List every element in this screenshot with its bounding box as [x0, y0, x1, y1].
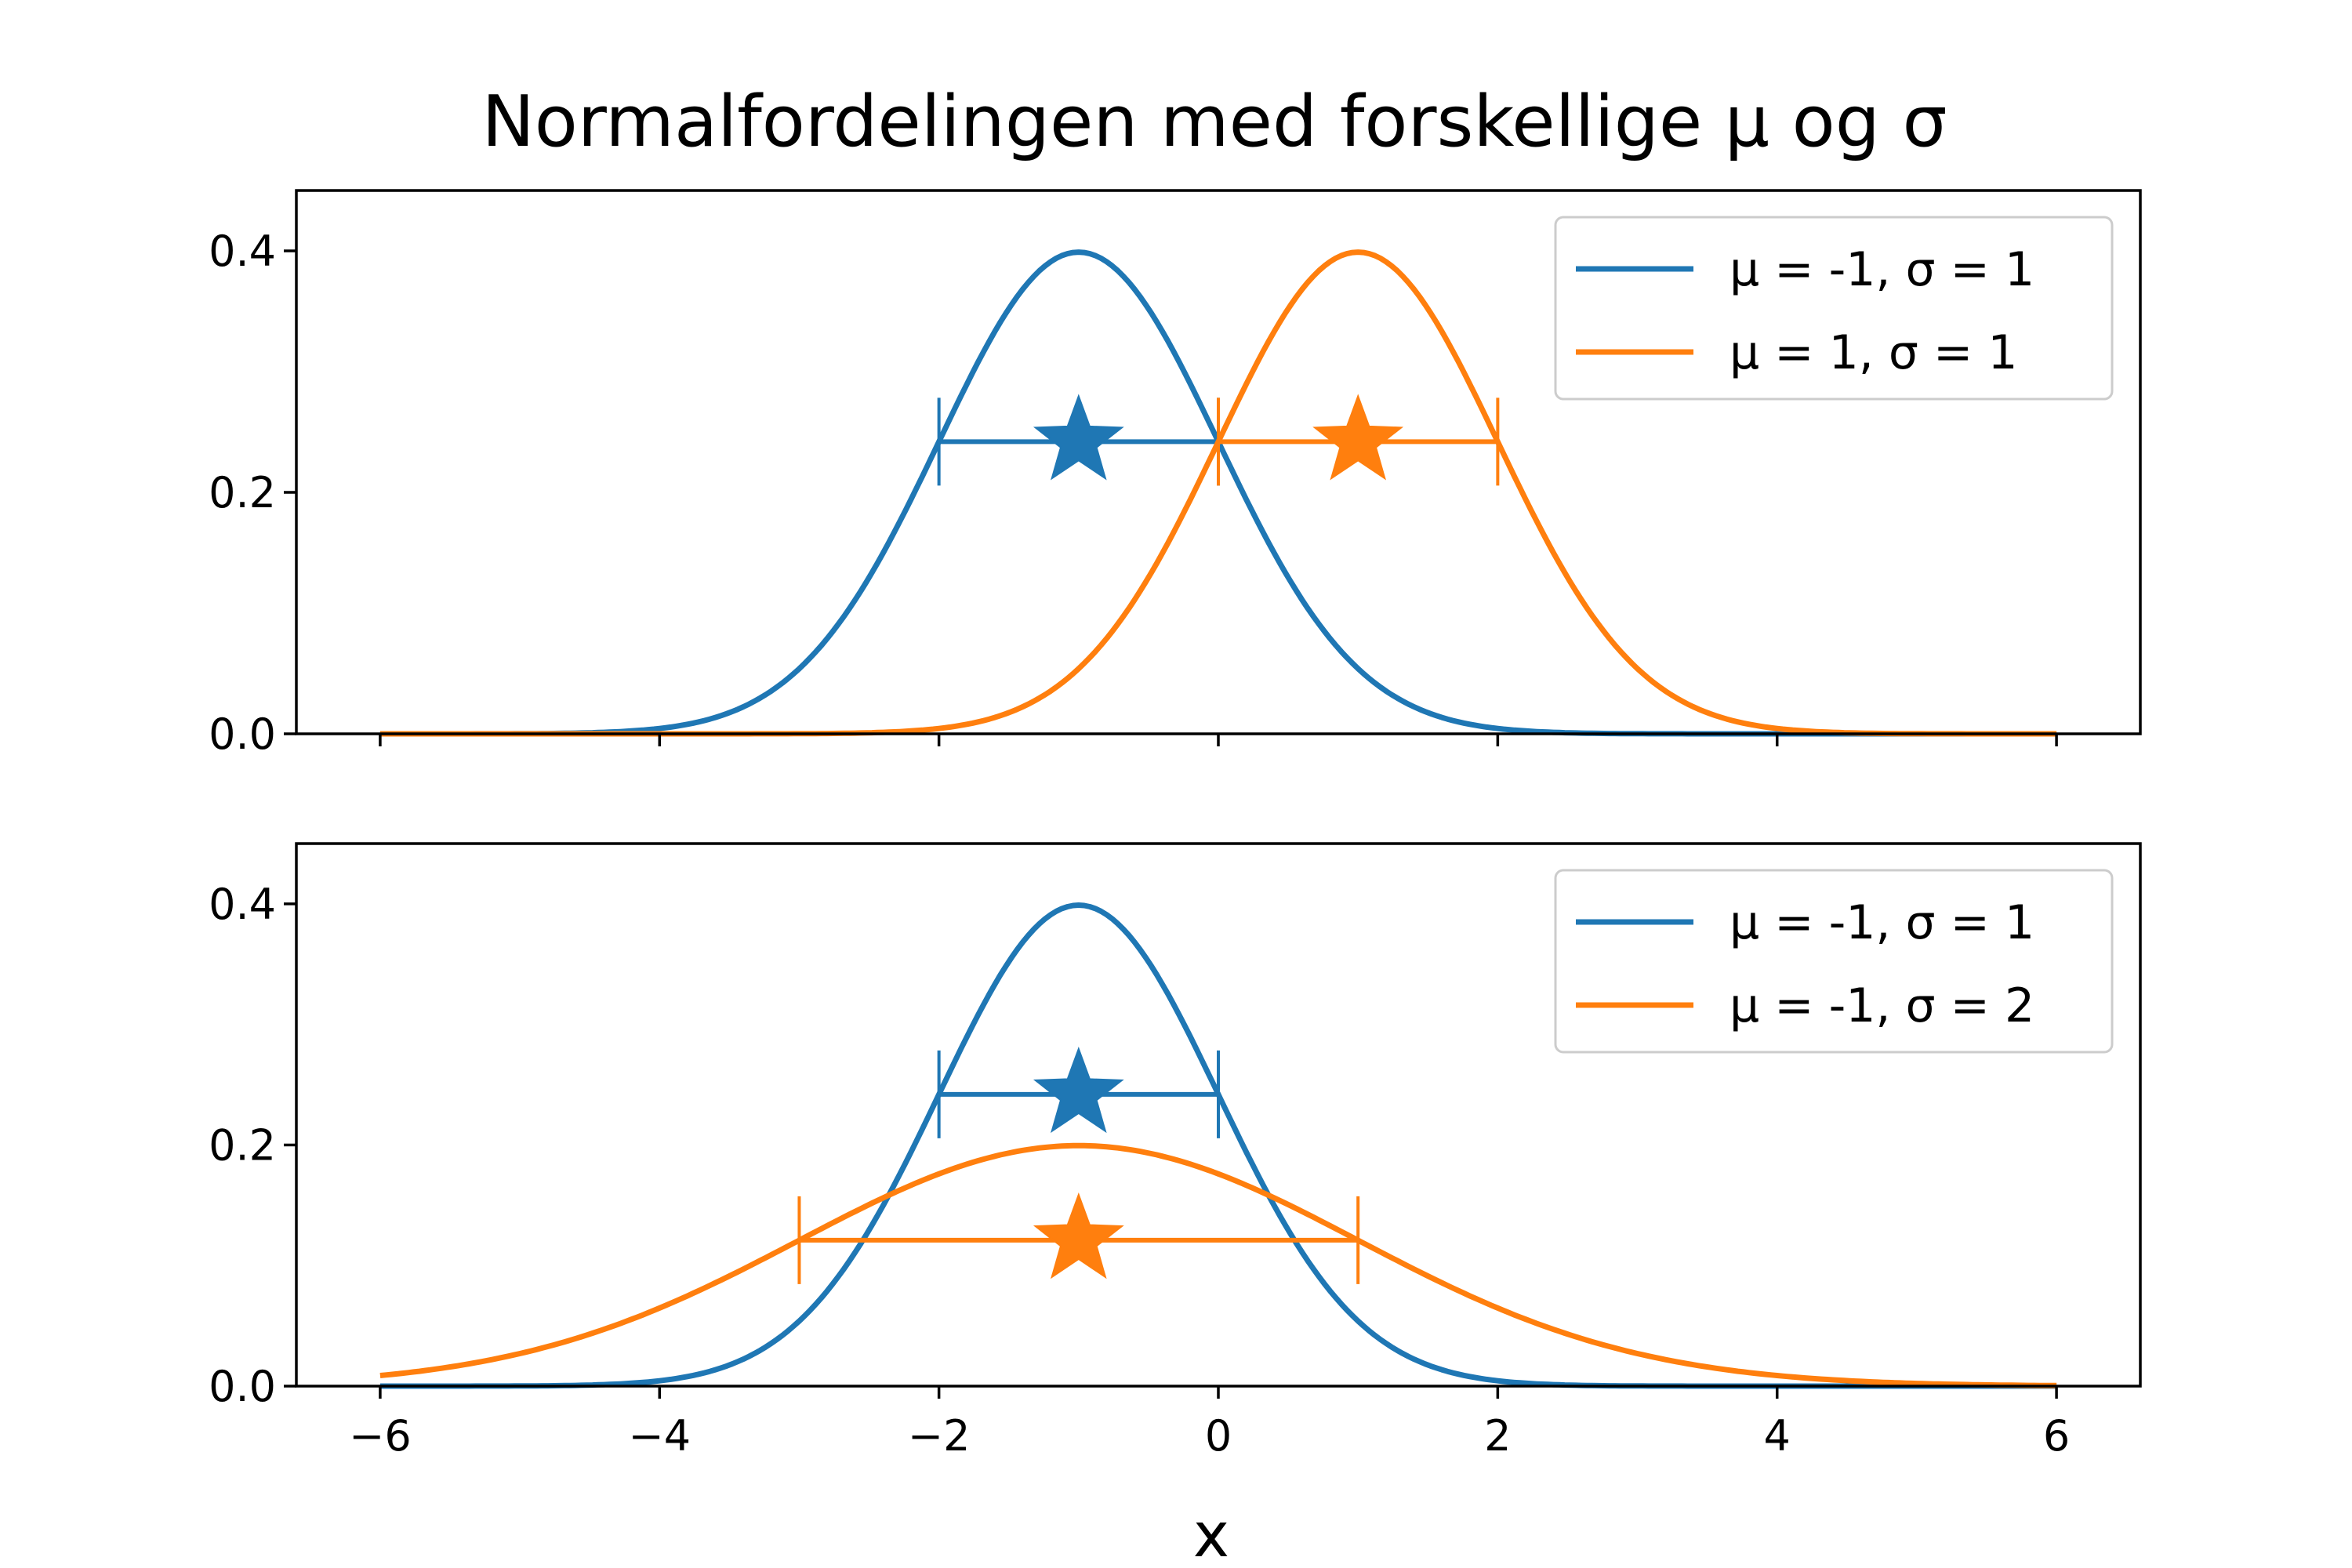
star-marker-2: [1033, 1192, 1124, 1279]
x-axis-label: x: [1193, 1501, 1229, 1568]
subplot-bottom: 0.00.20.4−6 −4 −2 0 2 4 6μ = -1, σ = 1μ = -1, …: [209, 842, 2142, 1461]
x-tick-label: −6: [349, 1411, 412, 1461]
y-tick-label: 0.0: [209, 710, 276, 759]
legend-entry: μ = -1, σ = 1: [1730, 895, 2034, 950]
star-marker-1: [1033, 1046, 1124, 1134]
x-tick-label: 2: [1484, 1411, 1511, 1461]
legend-entry: μ = 1, σ = 1: [1730, 325, 2018, 380]
subplot-top: 0.0 0.2 0.4 μ = -1, σ = 1 μ = 1, σ = 1: [209, 189, 2142, 759]
star-marker-1: [1033, 394, 1124, 481]
legend-entry: μ = -1, σ = 1: [1730, 242, 2034, 297]
x-tick-label: −4: [628, 1411, 691, 1461]
y-tick-label: 0.4: [209, 227, 276, 276]
chart-title: Normalfordelingen med forskellige μ og σ: [481, 81, 1947, 163]
x-tick-label: −2: [908, 1411, 971, 1461]
y-tick-label: 0.2: [209, 468, 276, 517]
x-tick-label: 6: [2043, 1411, 2070, 1461]
x-tick-label: 0: [1205, 1411, 1232, 1461]
y-tick-label: 0.4: [209, 880, 276, 929]
y-tick-label: 0.0: [209, 1362, 276, 1411]
y-tick-label: 0.2: [209, 1120, 276, 1170]
x-tick-label: 4: [1764, 1411, 1791, 1461]
legend: μ = -1, σ = 1 μ = -1, σ = 2: [1554, 869, 2114, 1054]
series-line-2: [379, 1142, 2057, 1388]
legend: μ = -1, σ = 1 μ = 1, σ = 1: [1554, 216, 2114, 401]
star-marker-2: [1312, 394, 1404, 481]
legend-entry: μ = -1, σ = 2: [1730, 978, 2034, 1033]
